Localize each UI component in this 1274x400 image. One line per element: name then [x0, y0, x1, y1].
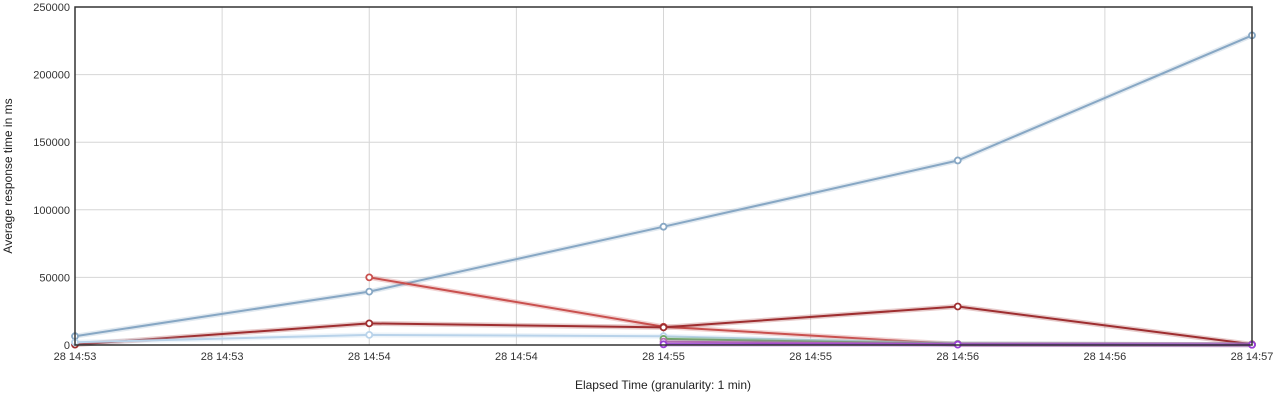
y-tick-label: 0 — [64, 340, 70, 352]
x-tick-label: 28 14:54 — [495, 351, 538, 363]
x-tick-label: 28 14:56 — [936, 351, 979, 363]
x-axis-title: Elapsed Time (granularity: 1 min) — [575, 378, 751, 392]
data-point[interactable] — [659, 323, 668, 332]
data-point[interactable] — [365, 319, 374, 328]
data-point[interactable] — [365, 330, 374, 339]
x-tick-label: 28 14:53 — [54, 351, 97, 363]
y-tick-label: 50000 — [39, 272, 70, 284]
y-tick-label: 200000 — [33, 70, 70, 82]
y-axis-ticks: 0 50000 100000 150000 200000 250000 — [33, 2, 70, 352]
x-axis-ticks: 28 14:53 28 14:53 28 14:54 28 14:54 28 14:55… — [54, 351, 1274, 363]
data-point[interactable] — [365, 287, 374, 296]
x-tick-label: 28 14:55 — [789, 351, 832, 363]
data-point[interactable] — [365, 273, 374, 282]
data-point[interactable] — [953, 156, 962, 165]
y-axis-title: Average response time in ms — [1, 98, 15, 253]
grid-lines — [74, 6, 1253, 346]
data-point[interactable] — [953, 302, 962, 311]
y-tick-label: 250000 — [33, 2, 70, 14]
x-tick-label: 28 14:57 — [1231, 351, 1274, 363]
x-tick-label: 28 14:55 — [642, 351, 685, 363]
y-tick-label: 150000 — [33, 137, 70, 149]
plot-frame — [74, 6, 1253, 346]
x-tick-label: 28 14:56 — [1083, 351, 1126, 363]
y-tick-label: 100000 — [33, 205, 70, 217]
x-tick-label: 28 14:54 — [348, 351, 391, 363]
x-tick-label: 28 14:53 — [201, 351, 244, 363]
data-point[interactable] — [659, 222, 668, 231]
